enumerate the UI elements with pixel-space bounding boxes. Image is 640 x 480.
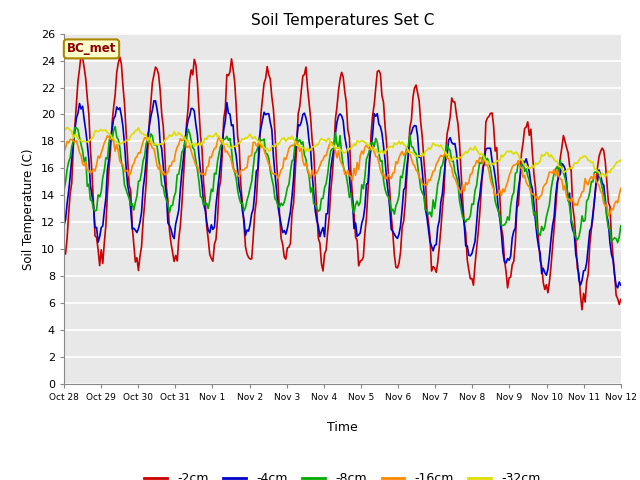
Title: Soil Temperatures Set C: Soil Temperatures Set C: [251, 13, 434, 28]
Text: BC_met: BC_met: [67, 42, 116, 55]
X-axis label: Time: Time: [327, 421, 358, 434]
Legend: -2cm, -4cm, -8cm, -16cm, -32cm: -2cm, -4cm, -8cm, -16cm, -32cm: [140, 468, 545, 480]
Y-axis label: Soil Temperature (C): Soil Temperature (C): [22, 148, 35, 270]
